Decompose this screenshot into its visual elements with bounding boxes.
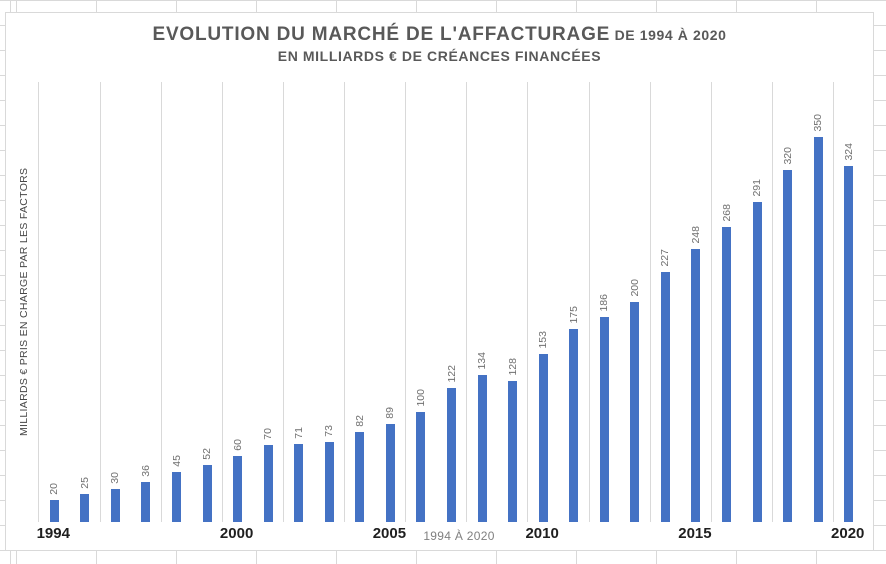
x-tick-2005: 2005 bbox=[372, 525, 407, 542]
bar-2011 bbox=[569, 329, 579, 522]
y-axis-title: MILLIARDS € PRIS EN CHARGE PAR LES FACTO… bbox=[18, 167, 30, 437]
plot-area: 20 25 30 36 45 52 60 70 71 73 82 89 100 122 134 128 153 1… bbox=[38, 82, 864, 522]
bar-value-label: 122 bbox=[445, 365, 458, 383]
bar-value-label: 36 bbox=[139, 465, 152, 477]
bar-value-label: 73 bbox=[323, 425, 336, 437]
bar-1994 bbox=[49, 500, 59, 522]
bar-value-label: 70 bbox=[262, 428, 275, 440]
bar-2018 bbox=[783, 170, 793, 522]
bar-value-label: 320 bbox=[781, 147, 794, 165]
bar-value-label: 186 bbox=[598, 294, 611, 312]
bar-2009 bbox=[508, 381, 518, 522]
bar-value-label: 20 bbox=[48, 483, 61, 495]
bar-value-label: 71 bbox=[292, 427, 305, 439]
bar-2002 bbox=[294, 444, 304, 522]
x-tick-2020: 2020 bbox=[831, 525, 865, 542]
bar-value-label: 268 bbox=[720, 204, 733, 222]
bar-2006 bbox=[416, 412, 426, 522]
chart-title: EVOLUTION DU MARCHÉ DE L'AFFACTURAGE DE … bbox=[6, 23, 873, 65]
vertical-gridline bbox=[832, 82, 834, 522]
bar-value-label: 248 bbox=[689, 226, 702, 244]
vertical-gridline bbox=[221, 82, 223, 522]
bar-value-label: 52 bbox=[201, 448, 214, 460]
chart-title-range: DE 1994 À 2020 bbox=[614, 27, 727, 43]
x-tick-2015: 2015 bbox=[678, 525, 712, 542]
bar-2020 bbox=[844, 166, 854, 522]
bar-2010 bbox=[538, 354, 548, 522]
bar-value-label: 153 bbox=[537, 331, 550, 349]
bar-value-label: 100 bbox=[414, 389, 427, 407]
bar-1999 bbox=[202, 465, 212, 522]
bar-value-label: 82 bbox=[353, 415, 366, 427]
chart-container[interactable]: EVOLUTION DU MARCHÉ DE L'AFFACTURAGE DE … bbox=[5, 12, 874, 551]
bar-2003 bbox=[324, 442, 334, 522]
bar-value-label: 175 bbox=[567, 306, 580, 324]
bar-value-label: 89 bbox=[384, 407, 397, 419]
bar-2019 bbox=[813, 137, 823, 522]
vertical-gridline bbox=[99, 82, 101, 522]
x-axis-note: 1994 À 2020 bbox=[423, 529, 495, 543]
bar-value-label: 227 bbox=[659, 249, 672, 267]
bar-1995 bbox=[80, 494, 90, 522]
bar-2005 bbox=[385, 424, 395, 522]
bar-2000 bbox=[233, 456, 243, 522]
vertical-gridline bbox=[771, 82, 773, 522]
vertical-gridline bbox=[649, 82, 651, 522]
bar-value-label: 128 bbox=[506, 358, 519, 376]
bar-2015 bbox=[691, 249, 701, 522]
bar-value-label: 45 bbox=[170, 455, 183, 467]
x-tick-1994: 1994 bbox=[36, 525, 70, 542]
vertical-gridline bbox=[466, 82, 468, 522]
bar-2017 bbox=[752, 202, 762, 522]
x-tick-2000: 2000 bbox=[219, 525, 254, 542]
x-tick-2010: 2010 bbox=[525, 525, 559, 542]
bar-value-label: 134 bbox=[476, 352, 489, 370]
bar-value-label: 200 bbox=[628, 279, 641, 297]
bar-2001 bbox=[263, 445, 273, 522]
bar-2016 bbox=[722, 227, 731, 522]
vertical-gridline bbox=[405, 82, 407, 522]
bar-2012 bbox=[599, 317, 609, 522]
vertical-gridline bbox=[282, 82, 284, 522]
bar-1998 bbox=[172, 472, 181, 522]
vertical-gridline bbox=[710, 82, 712, 522]
chart-title-main: EVOLUTION DU MARCHÉ DE L'AFFACTURAGE bbox=[152, 24, 611, 45]
bar-2004 bbox=[355, 432, 365, 522]
bar-2008 bbox=[477, 375, 487, 522]
bar-1997 bbox=[141, 482, 151, 522]
chart-title-line1: EVOLUTION DU MARCHÉ DE L'AFFACTURAGE DE … bbox=[6, 23, 873, 47]
bar-value-label: 350 bbox=[812, 114, 825, 132]
vertical-gridline bbox=[527, 82, 529, 522]
bar-2013 bbox=[630, 302, 640, 522]
bar-2014 bbox=[660, 272, 670, 522]
bar-1996 bbox=[110, 489, 120, 522]
bar-2007 bbox=[447, 388, 456, 522]
bar-value-label: 291 bbox=[751, 179, 764, 197]
bar-value-label: 60 bbox=[231, 439, 244, 451]
bar-value-label: 324 bbox=[842, 143, 855, 161]
vertical-gridline bbox=[588, 82, 590, 522]
chart-subtitle: EN MILLIARDS € DE CRÉANCES FINANCÉES bbox=[277, 47, 602, 64]
bar-value-label: 30 bbox=[109, 472, 122, 484]
vertical-gridline bbox=[160, 82, 162, 522]
vertical-gridline bbox=[344, 82, 346, 522]
bar-value-label: 25 bbox=[78, 477, 91, 489]
